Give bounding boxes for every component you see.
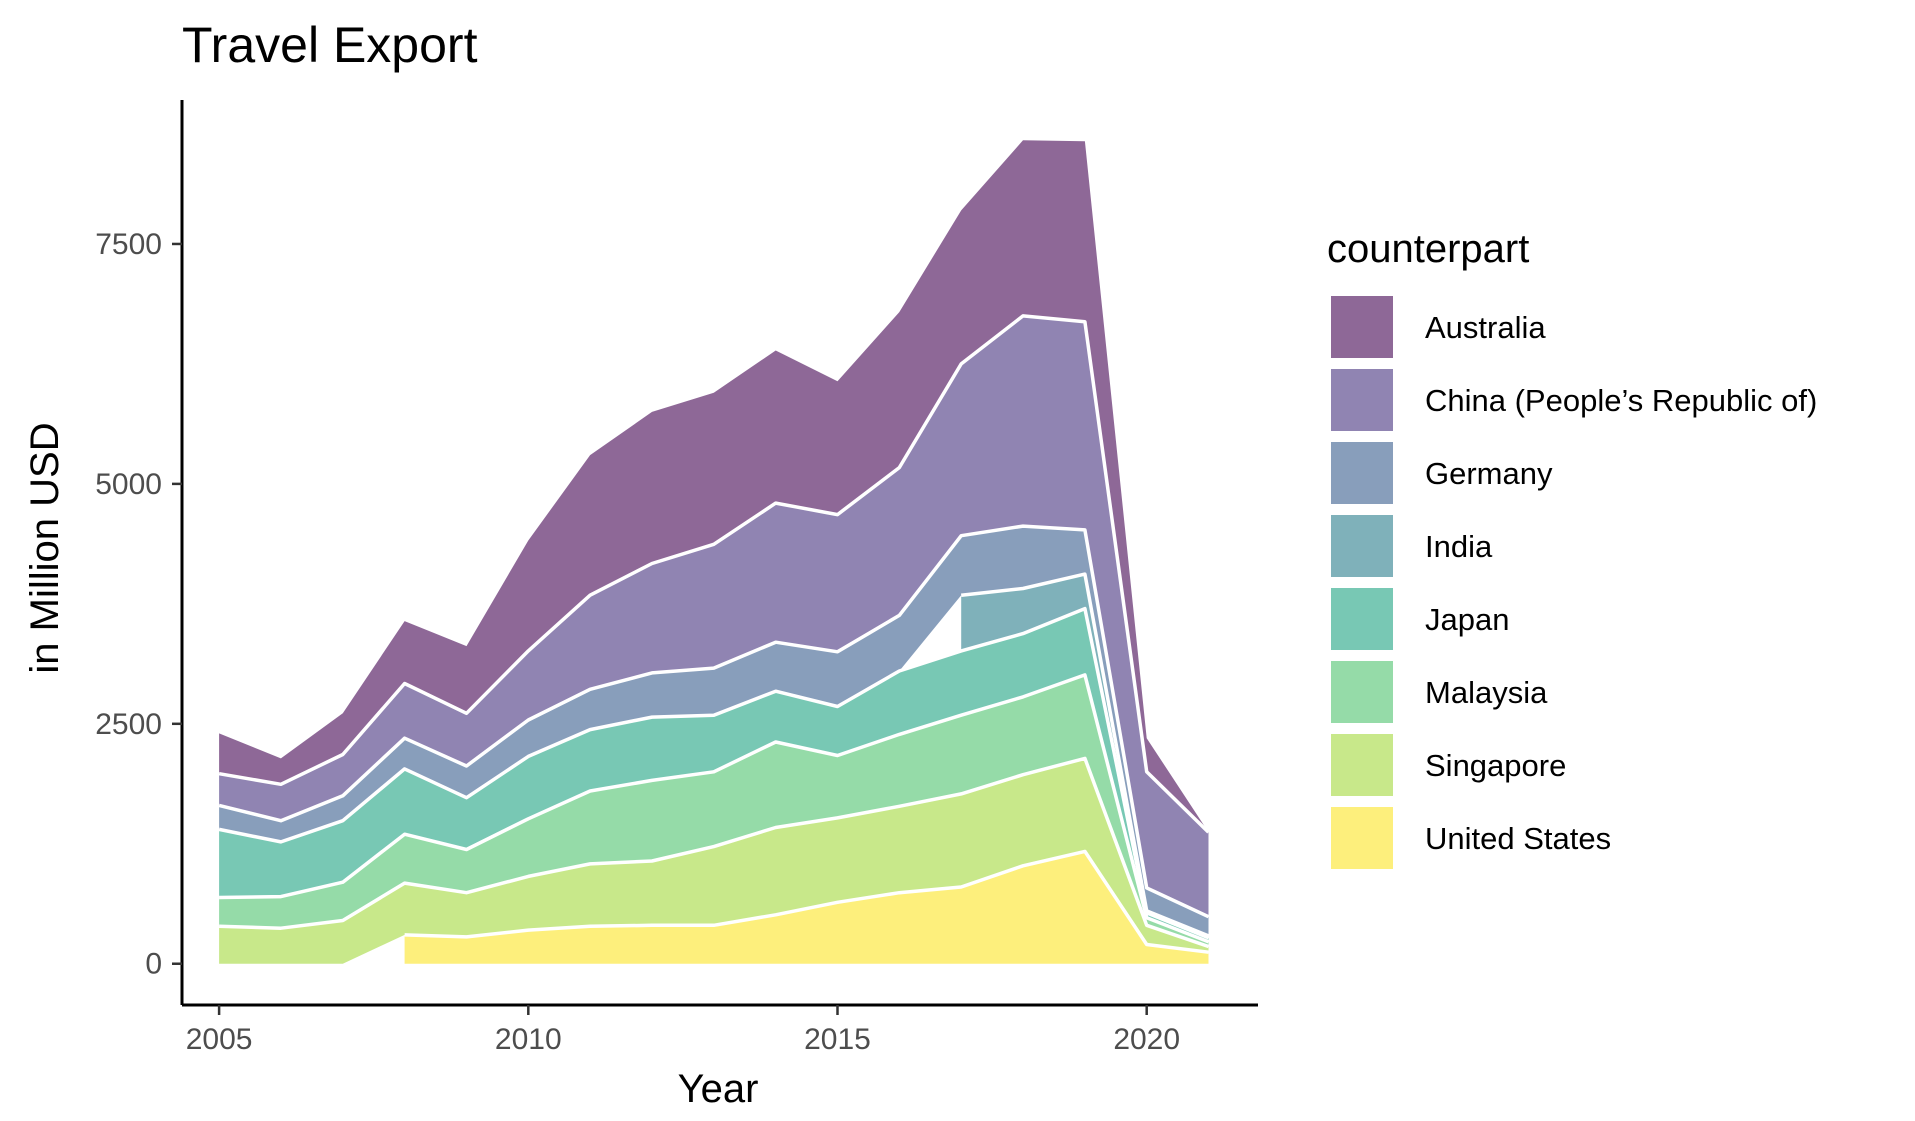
legend-key-singapore <box>1331 734 1393 796</box>
legend-key-germany <box>1331 442 1393 504</box>
area-outline-malaysia <box>219 673 1210 944</box>
area-singapore <box>219 758 1209 964</box>
area-malaysia <box>219 674 1209 947</box>
legend: counterpart Australia China (People’s Rep… <box>1327 227 1817 869</box>
area-united-states <box>404 851 1209 964</box>
area-japan <box>219 608 1209 942</box>
area-outline-united-states <box>404 849 1209 954</box>
y-tick-label-2500: 2500 <box>95 708 162 741</box>
area-australia <box>219 140 1209 833</box>
x-tick-label-2005: 2005 <box>186 1023 253 1056</box>
legend-key-united-states <box>1331 807 1393 869</box>
x-axis-title: Year <box>678 1067 759 1111</box>
legend-key-malaysia <box>1331 661 1393 723</box>
x-tick-label-2015: 2015 <box>804 1023 871 1056</box>
legend-label-germany: Germany <box>1425 456 1553 491</box>
area-outline-singapore <box>219 756 1210 949</box>
legend-key-australia <box>1331 296 1393 358</box>
chart-title: Travel Export <box>182 17 478 73</box>
legend-key-india <box>1331 515 1393 577</box>
area-outline-japan <box>218 606 1210 940</box>
legend-label-singapore: Singapore <box>1425 748 1566 783</box>
axes: 2005 2010 2015 2020 0 2500 5000 7500 <box>95 100 1258 1056</box>
x-tick-label-2020: 2020 <box>1113 1023 1180 1056</box>
legend-label-malaysia: Malaysia <box>1425 675 1548 710</box>
legend-title: counterpart <box>1327 227 1529 271</box>
y-tick-label-7500: 7500 <box>95 228 162 261</box>
area-outline-china-people-s-republic-of <box>218 314 1210 834</box>
area-india <box>961 574 1209 938</box>
y-tick-label-0: 0 <box>145 948 162 981</box>
area-outline-germany <box>218 524 1210 919</box>
legend-label-australia: Australia <box>1425 310 1546 345</box>
area-outline-india <box>961 572 1210 938</box>
legend-label-united-states: United States <box>1425 821 1611 856</box>
legend-label-japan: Japan <box>1425 602 1509 637</box>
area-china-people-s-republic-of <box>219 315 1209 917</box>
legend-key-japan <box>1331 588 1393 650</box>
legend-key-china-people-s-republic-of <box>1331 369 1393 431</box>
legend-label-china-people-s-republic-of: China (People’s Republic of) <box>1425 383 1817 418</box>
y-tick-label-5000: 5000 <box>95 468 162 501</box>
x-tick-label-2010: 2010 <box>495 1023 562 1056</box>
legend-label-india: India <box>1425 529 1493 564</box>
stacked-areas <box>218 140 1210 964</box>
y-axis-title: in Million USD <box>23 422 67 673</box>
